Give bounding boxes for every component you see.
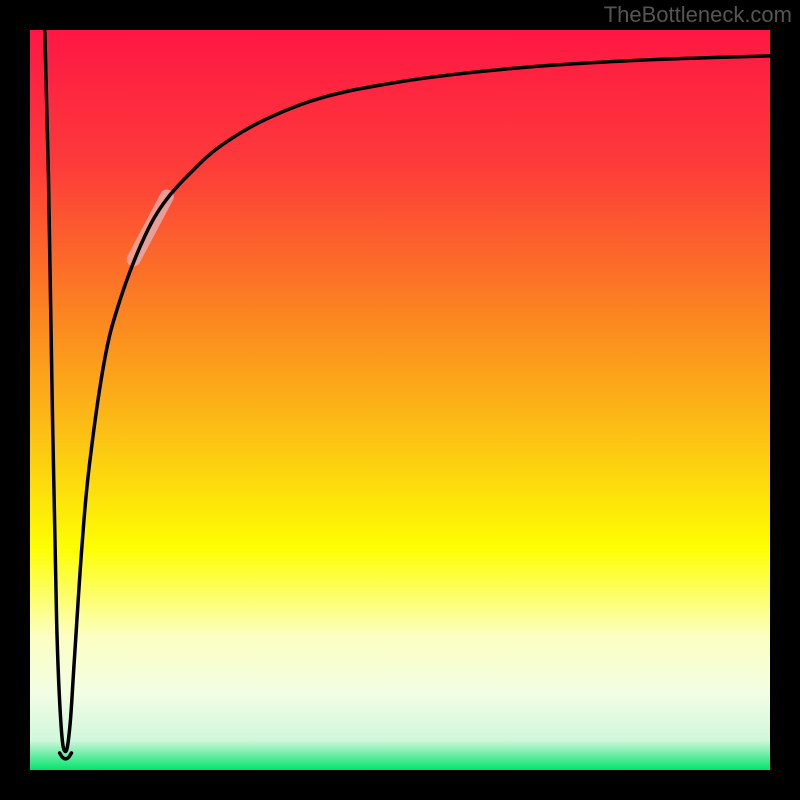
chart-container: TheBottleneck.com: [0, 0, 800, 800]
watermark-label: TheBottleneck.com: [604, 2, 792, 28]
plot-area: [30, 30, 770, 770]
plot-svg: [30, 30, 770, 770]
dip-outline: [60, 753, 72, 759]
main-curve: [45, 30, 770, 752]
